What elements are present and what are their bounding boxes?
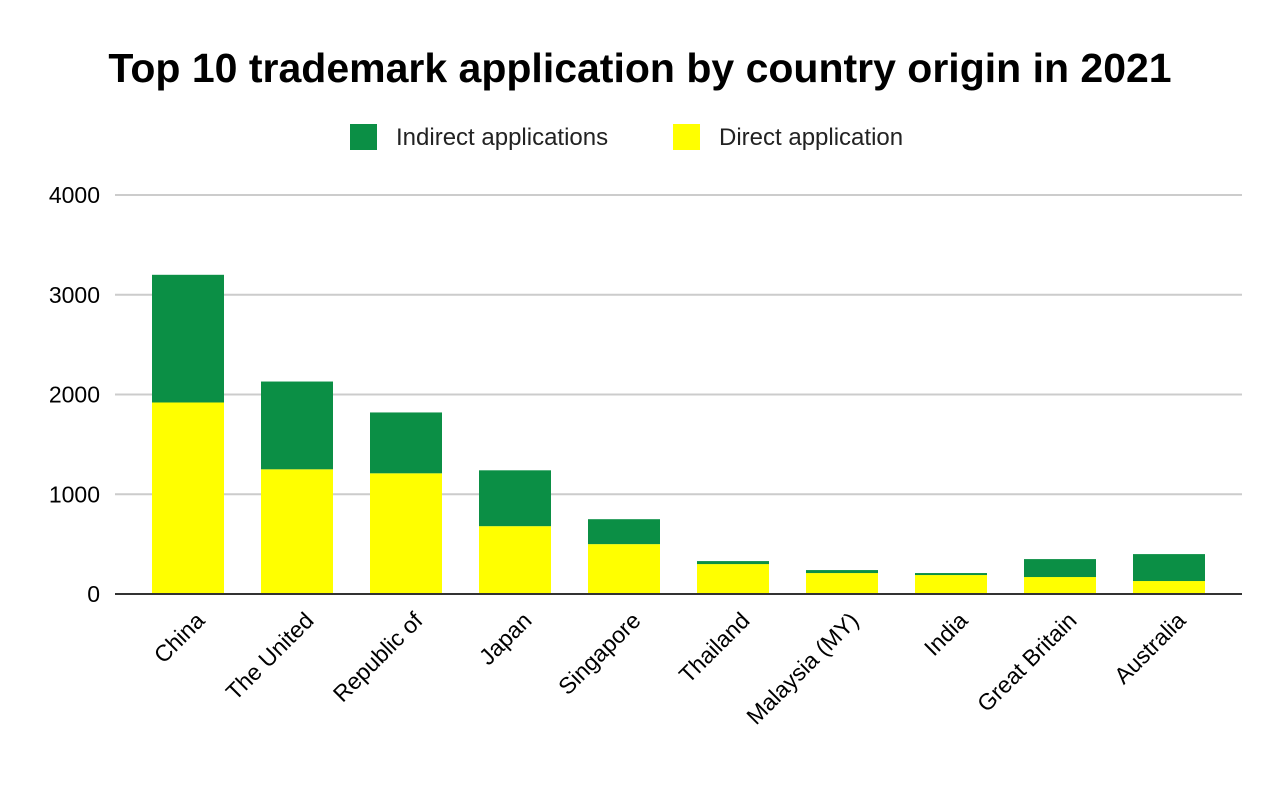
bar-indirect-applications-india: [915, 573, 987, 576]
x-tick-label: Japan: [474, 607, 537, 670]
bar-indirect-applications-japan: [479, 470, 551, 527]
bar-indirect-applications-singapore: [588, 519, 660, 545]
x-tick-label: Republic of: [328, 607, 428, 707]
bar-direct-application-thailand: [697, 564, 769, 594]
bar-direct-application-japan: [479, 526, 551, 594]
y-tick-label: 3000: [49, 282, 100, 308]
legend: Indirect applications Direct application: [350, 124, 903, 151]
y-tick-label: 1000: [49, 481, 100, 507]
bar-indirect-applications-malaysia-my: [806, 570, 878, 574]
bar-indirect-applications-australia: [1133, 554, 1205, 582]
bar-direct-application-the-united: [261, 469, 333, 594]
bar-indirect-applications-thailand: [697, 561, 769, 565]
y-tick-label: 0: [87, 581, 100, 607]
bar-indirect-applications-great-britain: [1024, 559, 1096, 578]
y-tick-label: 2000: [49, 382, 100, 408]
chart-title: Top 10 trademark application by country …: [108, 45, 1171, 91]
bar-direct-application-china: [152, 402, 224, 594]
legend-label-indirect-applications: Indirect applications: [396, 124, 608, 151]
bars: [152, 274, 1205, 594]
bar-direct-application-great-britain: [1024, 577, 1096, 594]
x-tick-label: Malaysia (MY): [741, 607, 863, 729]
x-axis: China The United Republic of Japan Singapore…: [115, 593, 1242, 729]
bar-direct-application-australia: [1133, 581, 1205, 594]
x-tick-label: Thailand: [674, 607, 755, 688]
y-tick-label: 4000: [49, 182, 100, 208]
bar-indirect-applications-republic-of: [370, 412, 442, 474]
x-tick-label: India: [919, 607, 973, 661]
bar-indirect-applications-the-united: [261, 381, 333, 470]
legend-swatch-direct-application: [673, 124, 700, 150]
legend-label-direct-application: Direct application: [719, 124, 903, 151]
x-tick-label: Singapore: [553, 607, 646, 700]
x-tick-label: Great Britain: [972, 607, 1082, 717]
bar-indirect-applications-china: [152, 274, 224, 403]
bar-direct-application-singapore: [588, 544, 660, 594]
legend-swatch-indirect-applications: [350, 124, 377, 150]
bar-direct-application-india: [915, 575, 987, 594]
x-tick-label: Australia: [1109, 607, 1191, 689]
x-tick-label: The United: [221, 607, 319, 705]
bar-direct-application-malaysia-my: [806, 573, 878, 594]
bar-direct-application-republic-of: [370, 473, 442, 594]
y-axis: 0 1000 2000 3000 4000: [49, 182, 100, 607]
x-tick-label: China: [149, 607, 210, 668]
